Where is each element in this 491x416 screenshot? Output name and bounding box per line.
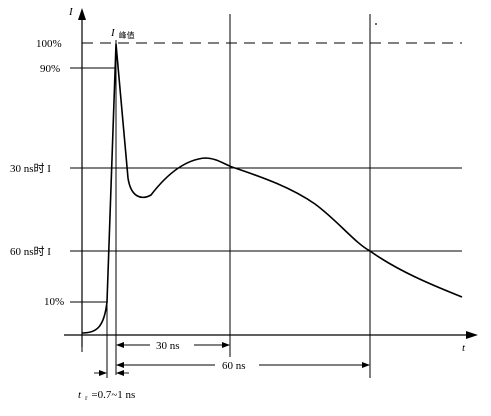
interval-30-arrow-right [222, 342, 230, 348]
interval-30-label: 30 ns [156, 340, 180, 352]
label-10: 10% [44, 296, 64, 308]
x-axis-arrow [466, 331, 478, 339]
y-axis-arrow [78, 8, 86, 20]
x-axis-label: t [462, 342, 466, 354]
current-waveform [81, 43, 463, 334]
interval-30-arrow-left [116, 342, 124, 348]
interval-60-label: 60 ns [222, 360, 246, 372]
interval-60-arrow-left [116, 362, 124, 368]
label-30ns: 30 ns时 I [10, 162, 51, 175]
label-90: 90% [40, 63, 60, 75]
label-60ns: 60 ns时 I [10, 245, 51, 258]
rise-time-label: t r =0.7~1 ns [78, 385, 135, 404]
label-100: 100% [36, 38, 62, 50]
rise-arrow-left [99, 370, 107, 376]
rise-arrow-right [116, 370, 124, 376]
interval-60-arrow-right [362, 362, 370, 368]
dot-mark [375, 23, 377, 25]
peak-label: I 峰值 [110, 23, 135, 40]
y-axis-label: I [68, 6, 74, 18]
